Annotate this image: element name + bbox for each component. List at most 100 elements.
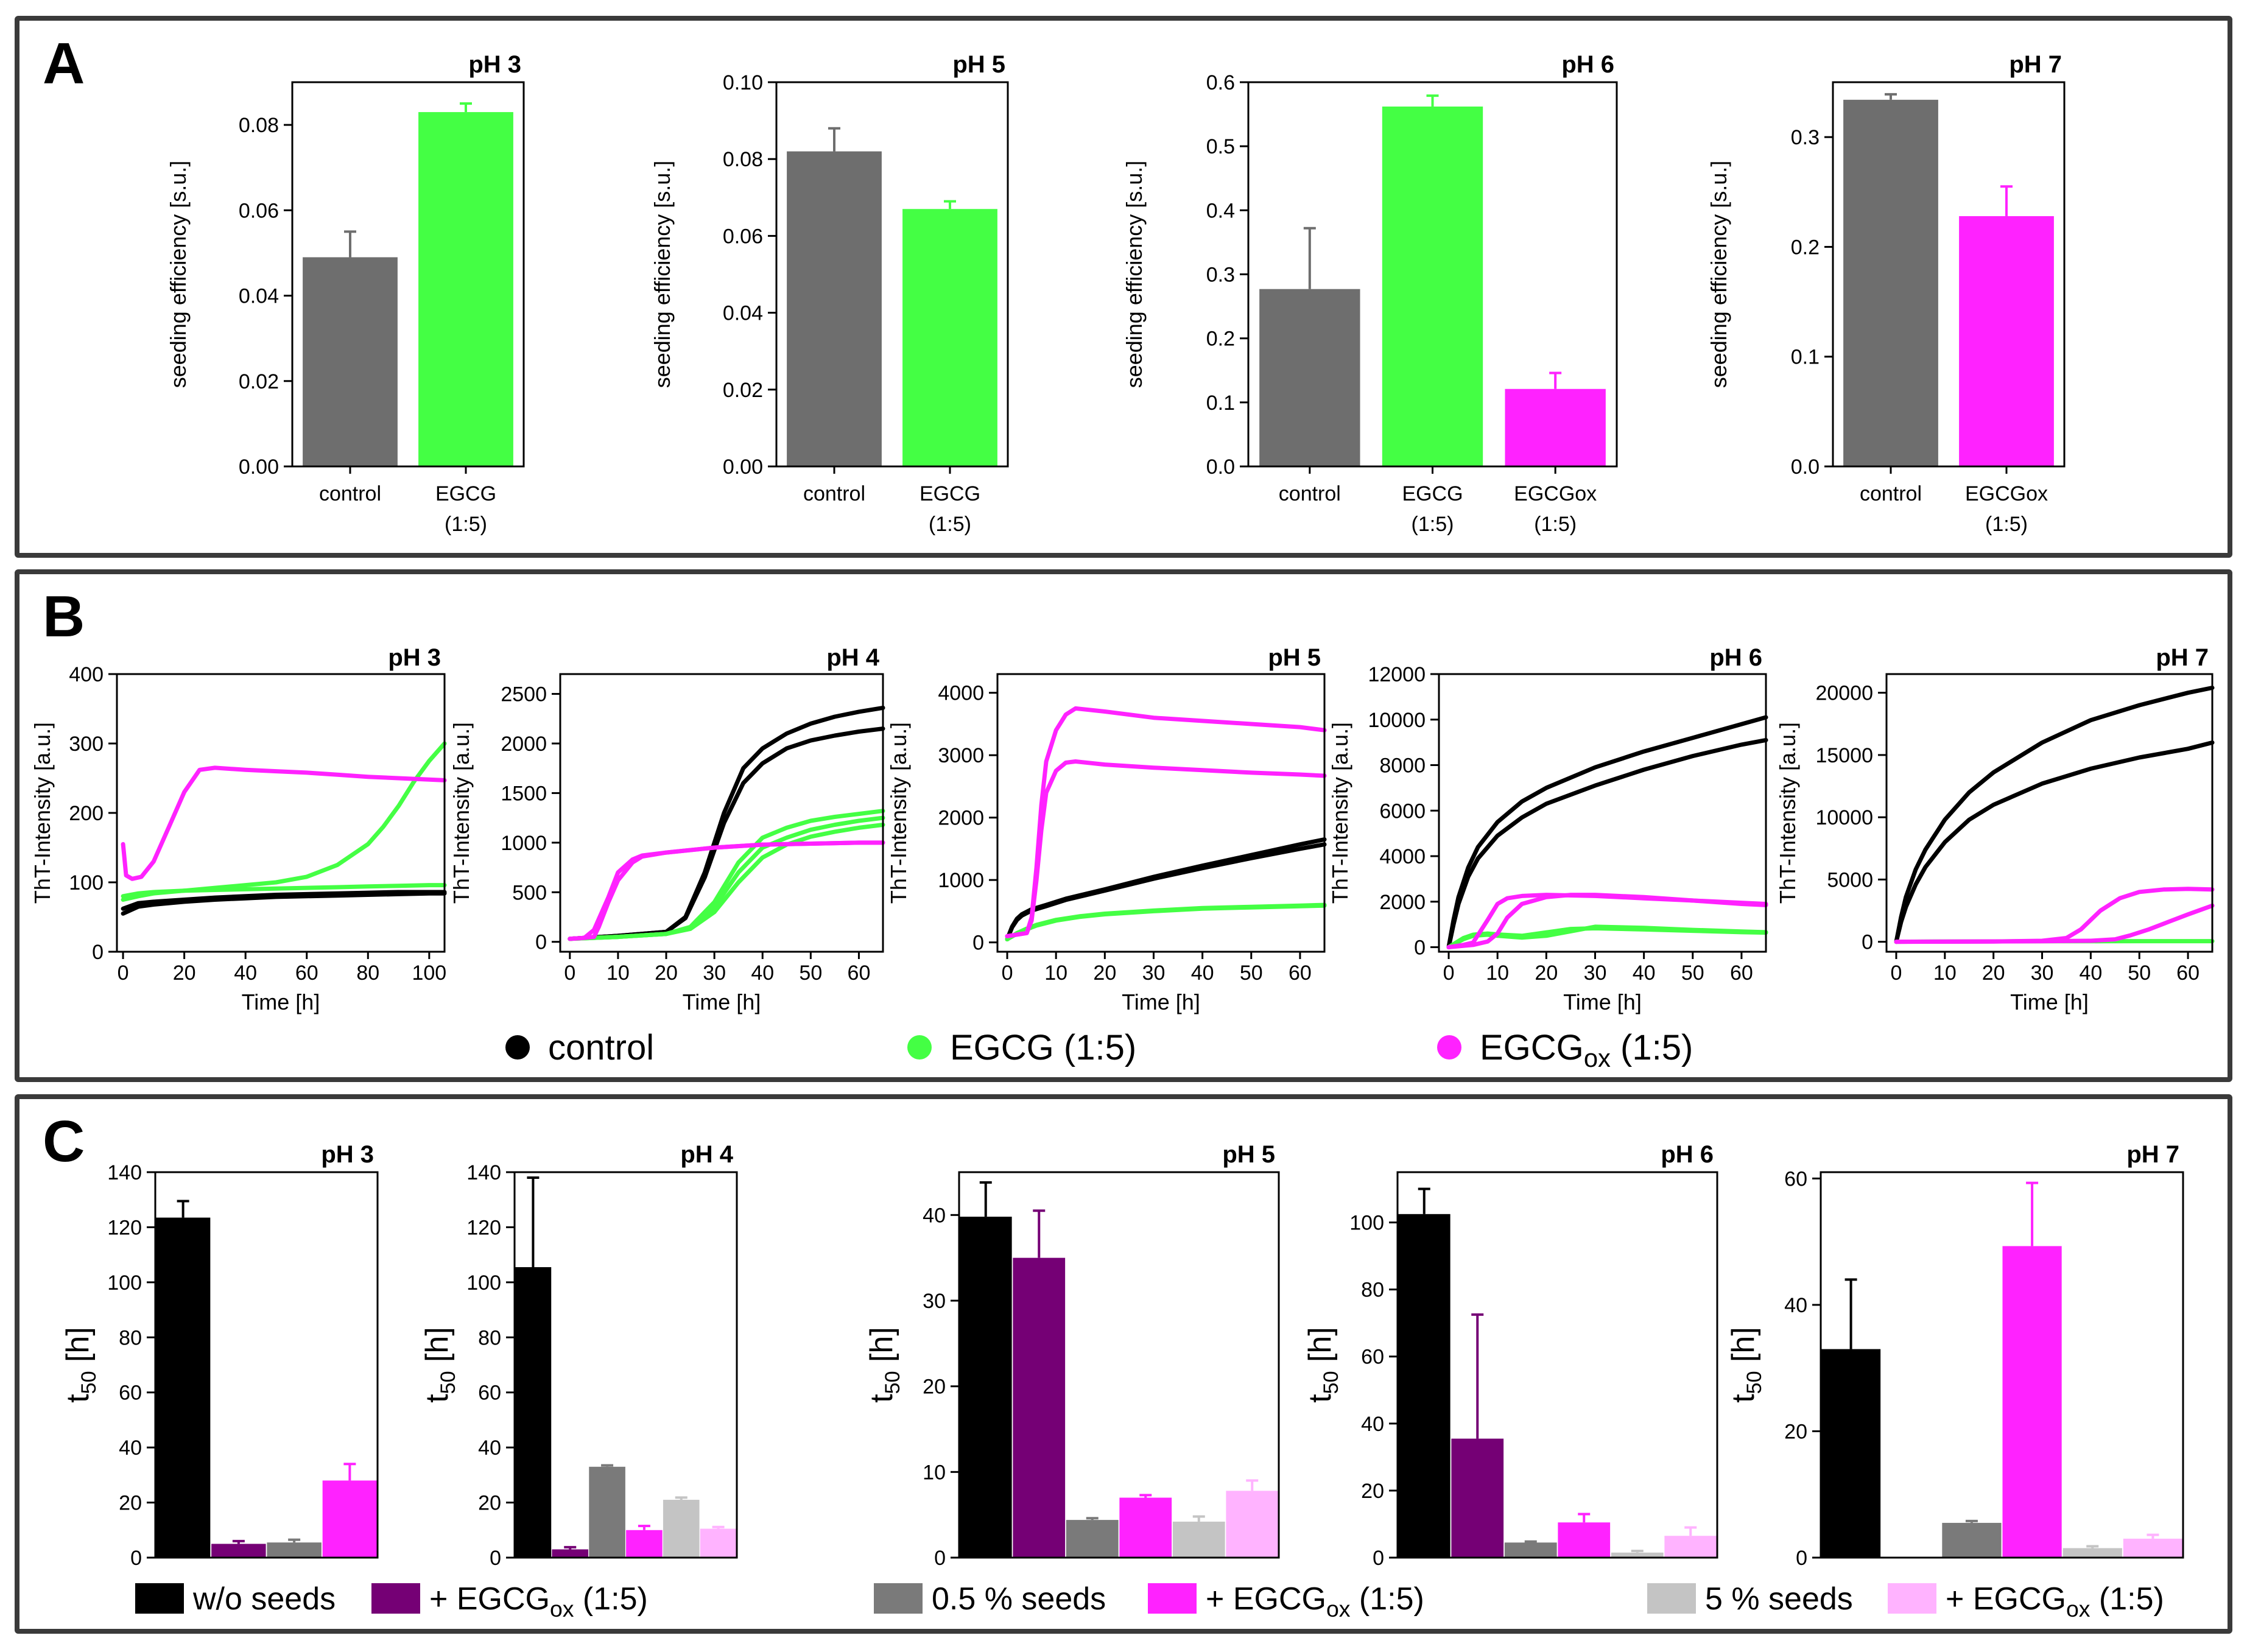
b4-ytick-label: 8000 xyxy=(1379,754,1426,778)
a2-xtick-label: EGCG xyxy=(920,482,980,505)
b5-xlabel: Time [h] xyxy=(2010,989,2089,1014)
a4-axes-frame xyxy=(1832,81,2066,468)
a1-xtick-label: EGCG xyxy=(435,482,496,505)
b4-series-egcg-1-5- xyxy=(1446,924,1768,949)
a3-ytick-label: 0.2 xyxy=(1206,328,1235,351)
c1-bar xyxy=(267,1542,322,1558)
b5-axes-frame xyxy=(1885,673,2214,953)
panel-label-c: C xyxy=(43,1109,85,1174)
c3-bar xyxy=(1226,1491,1279,1558)
c2-bar xyxy=(663,1500,700,1558)
a4-ylabel: seeding efficiency [s.u.] xyxy=(1706,161,1731,388)
b3-ytick-label: 0 xyxy=(972,932,984,955)
b1-xtick-label: 40 xyxy=(234,961,257,985)
legend-c-label: + EGCGox (1:5) xyxy=(429,1581,648,1622)
c4-ylabel: t50 [h] xyxy=(1303,1327,1343,1403)
b1-ytick-label: 100 xyxy=(69,871,104,895)
b5-ytick-label: 10000 xyxy=(1815,806,1873,829)
legend-b-marker xyxy=(1437,1035,1461,1060)
b1-series-egcg-1-5- xyxy=(121,883,447,899)
b5-xtick-label: 30 xyxy=(2031,961,2054,985)
c3-axes-frame xyxy=(958,1171,1280,1559)
a1-xtick-label: control xyxy=(319,482,381,505)
a2-title: pH 5 xyxy=(952,51,1005,78)
a1-ytick-label: 0.02 xyxy=(239,370,279,393)
b4-xtick-label: 50 xyxy=(1681,961,1704,985)
a1-axes-frame xyxy=(291,81,525,468)
b3-xtick-label: 30 xyxy=(1142,961,1166,985)
c1-title: pH 3 xyxy=(321,1141,374,1168)
a3-ytick-label: 0.5 xyxy=(1206,135,1235,158)
c4-title: pH 6 xyxy=(1661,1141,1714,1168)
b1-ytick-label: 0 xyxy=(92,941,104,964)
b5-title: pH 7 xyxy=(2156,644,2209,671)
a1-bar xyxy=(418,112,513,467)
c1-ytick-label: 80 xyxy=(119,1326,142,1349)
legend-b-label: EGCGox (1:5) xyxy=(1480,1028,1693,1072)
c2-ytick-label: 0 xyxy=(490,1547,501,1570)
b2-xlabel: Time [h] xyxy=(683,989,761,1014)
c2-bar xyxy=(626,1530,663,1558)
c1-ytick-label: 40 xyxy=(119,1436,142,1460)
b5-ytick-label: 20000 xyxy=(1815,682,1873,705)
a3-xtick-label: control xyxy=(1279,482,1341,505)
b4-ytick-label: 12000 xyxy=(1368,663,1426,686)
a1-ylabel: seeding efficiency [s.u.] xyxy=(166,161,191,388)
b1-ytick-label: 400 xyxy=(69,663,104,686)
b5-ytick-label: 15000 xyxy=(1815,744,1873,767)
a1-xtick-label: (1:5) xyxy=(445,513,487,536)
a4-title: pH 7 xyxy=(2009,51,2062,78)
c1-axes-frame xyxy=(154,1171,379,1559)
a1-ytick-label: 0.08 xyxy=(239,114,279,137)
a4-ytick-label: 0.3 xyxy=(1791,126,1820,149)
b4-xtick-label: 0 xyxy=(1443,961,1455,985)
b4-ytick-label: 2000 xyxy=(1379,891,1426,914)
c5-bar xyxy=(2062,1548,2122,1558)
a4-xtick-label: control xyxy=(1860,482,1922,505)
b1-xtick-label: 80 xyxy=(356,961,379,985)
c5-ytick-label: 20 xyxy=(1784,1420,1807,1443)
c4-ytick-label: 40 xyxy=(1361,1413,1384,1436)
legend-c-label: + EGCGox (1:5) xyxy=(1206,1581,1424,1622)
c4-ytick-label: 80 xyxy=(1361,1279,1384,1302)
c5-axes-frame xyxy=(1820,1171,2184,1559)
a2-ytick-label: 0.10 xyxy=(723,71,763,94)
legend-c-swatch xyxy=(1148,1583,1197,1614)
a1-ytick-label: 0.04 xyxy=(239,285,279,308)
b5-series-control xyxy=(1894,740,2215,944)
a1-title: pH 3 xyxy=(468,51,521,78)
c1-bar xyxy=(322,1480,378,1558)
b5-ytick-label: 0 xyxy=(1862,931,1873,954)
b3-series-egcgox-1-5- xyxy=(1005,759,1327,938)
c2-ytick-label: 80 xyxy=(478,1326,501,1349)
c1-ytick-label: 60 xyxy=(119,1382,142,1405)
legend-c-swatch xyxy=(1888,1583,1936,1614)
c3-bar xyxy=(1013,1257,1066,1558)
b3-series-control xyxy=(1005,842,1327,941)
a3-ytick-label: 0.1 xyxy=(1206,392,1235,415)
b3-xtick-label: 60 xyxy=(1289,961,1312,985)
b2-ytick-label: 500 xyxy=(512,881,547,904)
a2-bar xyxy=(787,151,882,466)
b2-ytick-label: 1000 xyxy=(501,832,547,855)
c3-ylabel: t50 [h] xyxy=(864,1327,904,1403)
b4-ytick-label: 0 xyxy=(1414,937,1426,960)
b1-ylabel: ThT-Intensity [a.u.] xyxy=(30,722,55,904)
c4-bar xyxy=(1558,1522,1611,1558)
a1-ytick-label: 0.06 xyxy=(239,199,279,222)
legend-c-swatch xyxy=(371,1583,420,1614)
a4-ytick-label: 0.0 xyxy=(1791,455,1820,479)
c3-ytick-label: 30 xyxy=(923,1290,946,1313)
b2-series-control xyxy=(568,726,885,941)
c2-ytick-label: 120 xyxy=(466,1216,501,1239)
c2-bar xyxy=(552,1549,589,1558)
b5-xtick-label: 50 xyxy=(2128,961,2151,985)
c2-ytick-label: 20 xyxy=(478,1492,501,1515)
b3-xtick-label: 20 xyxy=(1093,961,1116,985)
b2-ytick-label: 2500 xyxy=(501,683,547,706)
c4-bar xyxy=(1451,1438,1504,1558)
b2-series-egcgox-1-5- xyxy=(568,840,885,941)
a2-ytick-label: 0.06 xyxy=(723,225,763,248)
b1-title: pH 3 xyxy=(388,644,441,671)
b3-xlabel: Time [h] xyxy=(1122,989,1200,1014)
